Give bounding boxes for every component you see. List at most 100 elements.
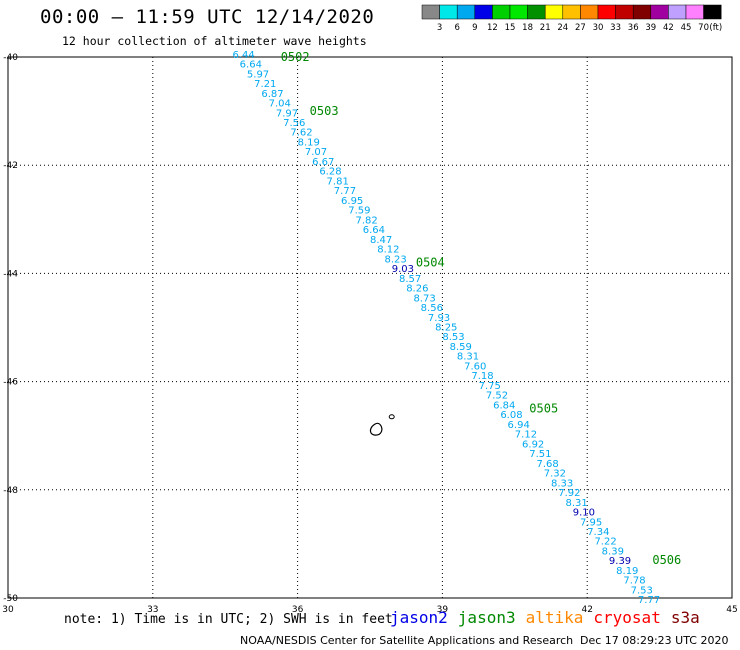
altimeter-track: 6.446.645.977.216.877.047.977.567.628.19… <box>232 50 660 606</box>
satellite-jason2: jason2 <box>390 608 448 627</box>
footnote: note: 1) Time is in UTC; 2) SWH is in fe… <box>64 612 393 627</box>
wave-height-value: 7.78 <box>623 576 645 587</box>
color-swatch <box>685 4 704 20</box>
color-swatch <box>668 4 687 20</box>
wave-height-value: 6.94 <box>508 420 530 431</box>
satellite-jason3: jason3 <box>457 608 516 627</box>
wave-height-value: 8.12 <box>377 245 399 256</box>
color-scale-label: 70 <box>698 23 709 33</box>
wave-height-value: 9.10 <box>573 508 595 519</box>
wave-height-value: 8.31 <box>565 498 587 509</box>
wave-height-value: 8.19 <box>616 566 638 577</box>
color-scale-label: 45 <box>681 23 692 33</box>
time-labels: 0502 0503 0504 0505 0506 <box>281 50 682 567</box>
satellite-legend: jason2 jason3 altika cryosat s3a <box>390 608 710 627</box>
color-scale-label: 33 <box>610 23 621 33</box>
islands <box>369 414 395 436</box>
wave-height-value: 8.73 <box>413 293 435 304</box>
wave-height-value: 7.77 <box>334 186 356 197</box>
color-scale-label: 15 <box>505 23 516 33</box>
color-swatch <box>615 4 634 20</box>
island-outline <box>369 422 383 436</box>
pass-time-label: 0506 <box>652 553 681 567</box>
color-swatch <box>580 4 599 20</box>
color-scale-label: 39 <box>645 23 656 33</box>
color-scale-label: 27 <box>575 23 586 33</box>
color-swatch <box>474 4 493 20</box>
color-scale-legend: 3 6 9 12 15 18 21 24 27 30 33 36 39 42 45 70 (ft) <box>421 4 722 33</box>
color-scale-unit: (ft) <box>709 23 722 33</box>
wave-height-value: 8.31 <box>457 352 479 363</box>
lon-tick-label: 33 <box>147 605 158 615</box>
wave-height-value: 6.84 <box>493 400 515 411</box>
color-swatch <box>456 4 476 20</box>
satellite-altika: altika <box>525 608 584 627</box>
wave-height-value: 7.82 <box>356 215 378 226</box>
wave-height-value: 6.64 <box>363 225 385 236</box>
wave-height-value: 7.59 <box>348 206 370 217</box>
lon-tick-label: 45 <box>726 605 737 615</box>
color-scale-label: 30 <box>593 23 604 33</box>
wave-height-value: 7.62 <box>290 128 312 139</box>
color-swatch <box>509 4 528 20</box>
wave-height-value: 6.92 <box>522 439 544 450</box>
map-title: 00:00 – 11:59 UTC 12/14/2020 <box>40 6 375 28</box>
wave-height-value: 6.44 <box>232 50 254 61</box>
color-swatch <box>527 4 546 20</box>
lat-tick-label: -44 <box>3 269 18 279</box>
color-scale-label: 12 <box>487 23 498 33</box>
wave-height-value: 7.75 <box>479 381 501 392</box>
color-scale-label: 36 <box>628 23 639 33</box>
color-swatch <box>421 4 440 20</box>
wave-height-value: 7.22 <box>594 537 616 548</box>
wave-height-value: 8.57 <box>399 274 421 285</box>
color-swatch <box>597 4 616 20</box>
wave-height-value: 7.93 <box>428 313 450 324</box>
wave-height-value: 7.68 <box>537 459 559 470</box>
wave-height-value: 7.34 <box>587 527 609 538</box>
lat-tick-label: -42 <box>3 161 18 171</box>
wave-height-value: 7.81 <box>327 176 349 187</box>
wave-height-value: 8.33 <box>551 478 573 489</box>
color-scale-label: 18 <box>522 23 533 33</box>
wave-height-value: 9.03 <box>392 264 414 275</box>
wave-height-value: 7.32 <box>544 469 566 480</box>
wave-height-value: 9.39 <box>609 556 631 567</box>
color-scale-label: 6 <box>454 23 459 33</box>
color-scale-label: 3 <box>437 23 442 33</box>
color-scale-label: 9 <box>472 23 477 33</box>
satellite-cryosat: cryosat <box>593 608 661 627</box>
pass-time-label: 0505 <box>529 402 558 416</box>
wave-height-value: 7.07 <box>305 147 327 158</box>
wave-height-value: 7.52 <box>486 391 508 402</box>
map-frame <box>7 56 733 599</box>
wave-height-value: 6.64 <box>240 60 262 71</box>
wave-height-value: 7.77 <box>638 595 660 606</box>
wave-height-value: 7.95 <box>580 517 602 528</box>
wave-height-value: 6.08 <box>500 410 522 421</box>
lat-tick-label: -48 <box>3 486 18 496</box>
wave-height-value: 7.12 <box>515 430 537 441</box>
wave-height-value: 7.21 <box>254 79 276 90</box>
color-swatch <box>544 4 564 20</box>
color-swatch <box>562 4 581 20</box>
wave-height-value: 7.97 <box>276 108 298 119</box>
wave-height-value: 6.67 <box>312 157 334 168</box>
pass-time-label: 0504 <box>416 256 445 270</box>
lon-tick-label: 42 <box>581 605 592 615</box>
color-swatch <box>650 4 669 20</box>
wave-height-value: 5.97 <box>247 69 269 80</box>
wave-height-value: 7.18 <box>471 371 493 382</box>
credit-line: NOAA/NESDIS Center for Satellite Applica… <box>240 634 574 647</box>
map-subtitle: 12 hour collection of altimeter wave hei… <box>62 34 367 48</box>
wave-height-value: 7.04 <box>269 99 291 110</box>
satellite-s3a: s3a <box>670 608 700 627</box>
wave-height-value: 8.59 <box>450 342 472 353</box>
wave-height-value: 8.23 <box>384 254 406 265</box>
lat-tick-label: -40 <box>3 53 18 63</box>
generated-timestamp: Dec 17 08:29:23 UTC 2020 <box>580 634 729 647</box>
color-swatch <box>492 4 511 20</box>
lat-lon-grid <box>8 57 732 598</box>
